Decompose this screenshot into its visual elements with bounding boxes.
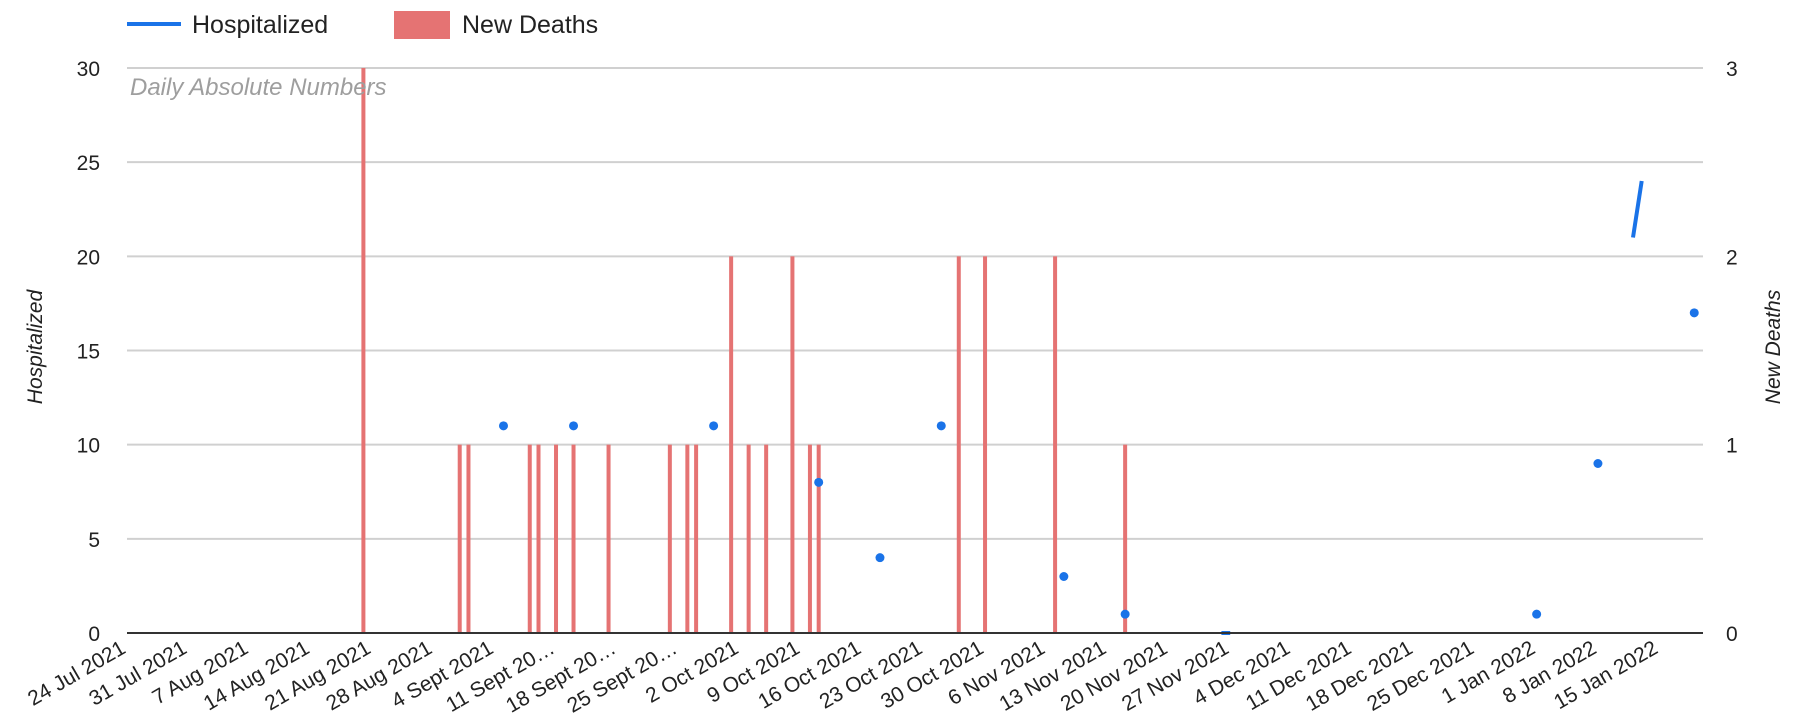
legend-label-new-deaths: New Deaths xyxy=(462,11,598,39)
hospitalized-point[interactable] xyxy=(1689,308,1699,318)
y-right-tick-label: 2 xyxy=(1726,246,1738,269)
new-deaths-bar[interactable] xyxy=(746,444,751,633)
legend-label-hospitalized: Hospitalized xyxy=(192,11,328,39)
new-deaths-bar[interactable] xyxy=(361,68,366,633)
new-deaths-bar[interactable] xyxy=(694,444,699,633)
new-deaths-bar[interactable] xyxy=(466,444,471,633)
hospitalized-point[interactable] xyxy=(875,553,885,563)
y-left-tick-label: 20 xyxy=(77,246,100,269)
new-deaths-bar[interactable] xyxy=(790,256,795,633)
new-deaths-bar[interactable] xyxy=(729,256,734,633)
legend-item-hospitalized[interactable]: Hospitalized xyxy=(127,11,328,39)
new-deaths-bar[interactable] xyxy=(983,256,988,633)
new-deaths-bar[interactable] xyxy=(764,444,769,633)
new-deaths-bar[interactable] xyxy=(606,444,611,633)
new-deaths-bar[interactable] xyxy=(956,256,961,633)
hospitalized-point[interactable] xyxy=(1059,572,1069,581)
new-deaths-bar[interactable] xyxy=(685,444,690,633)
new-deaths-bar[interactable] xyxy=(536,444,541,633)
legend-item-new-deaths[interactable]: New Deaths xyxy=(394,11,598,39)
legend: Hospitalized New Deaths xyxy=(127,11,598,39)
y-right-axis-title: New Deaths xyxy=(1762,289,1785,404)
hospitalized-line-segment[interactable] xyxy=(1631,180,1644,238)
chart-subtitle: Daily Absolute Numbers xyxy=(130,74,387,101)
new-deaths-bar[interactable] xyxy=(554,444,559,633)
new-deaths-bar[interactable] xyxy=(816,444,821,633)
hospitalized-point[interactable] xyxy=(709,421,719,431)
hospitalized-point[interactable] xyxy=(569,421,579,431)
new-deaths-bar[interactable] xyxy=(527,444,532,633)
y-left-tick-label: 0 xyxy=(88,623,100,646)
hospitalized-point[interactable] xyxy=(936,421,946,431)
y-left-axis-title: Hospitalized xyxy=(24,288,47,404)
new-deaths-bar[interactable] xyxy=(1123,444,1128,633)
new-deaths-bar[interactable] xyxy=(807,444,812,633)
y-left-tick-label: 15 xyxy=(77,341,100,364)
y-left-tick-label: 5 xyxy=(88,529,100,552)
hospitalized-point[interactable] xyxy=(1120,609,1130,619)
new-deaths-bar[interactable] xyxy=(1053,256,1058,633)
y-left-tick-label: 25 xyxy=(77,152,100,175)
y-left-tick-label: 10 xyxy=(77,435,100,458)
new-deaths-bar[interactable] xyxy=(571,444,576,633)
hospitalized-series xyxy=(498,180,1699,635)
new-deaths-bar[interactable] xyxy=(667,444,672,633)
hospitalized-point[interactable] xyxy=(1532,609,1542,619)
hospitalized-point[interactable] xyxy=(1593,459,1603,468)
y-left-tick-label: 30 xyxy=(77,58,100,81)
legend-swatch-new-deaths xyxy=(394,11,450,39)
new-deaths-bars xyxy=(361,68,1128,633)
hospitalized-point[interactable] xyxy=(498,421,508,431)
y-right-tick-label: 1 xyxy=(1726,435,1738,458)
new-deaths-bar[interactable] xyxy=(457,444,462,633)
hospitalized-point[interactable] xyxy=(814,477,824,487)
right-axis-ticks: 0 1 2 3 xyxy=(1726,58,1738,646)
y-right-tick-label: 3 xyxy=(1726,58,1738,81)
left-axis-ticks: 0 5 10 15 20 25 30 xyxy=(77,58,100,646)
y-right-tick-label: 0 xyxy=(1726,623,1738,646)
gridlines xyxy=(127,67,1703,540)
